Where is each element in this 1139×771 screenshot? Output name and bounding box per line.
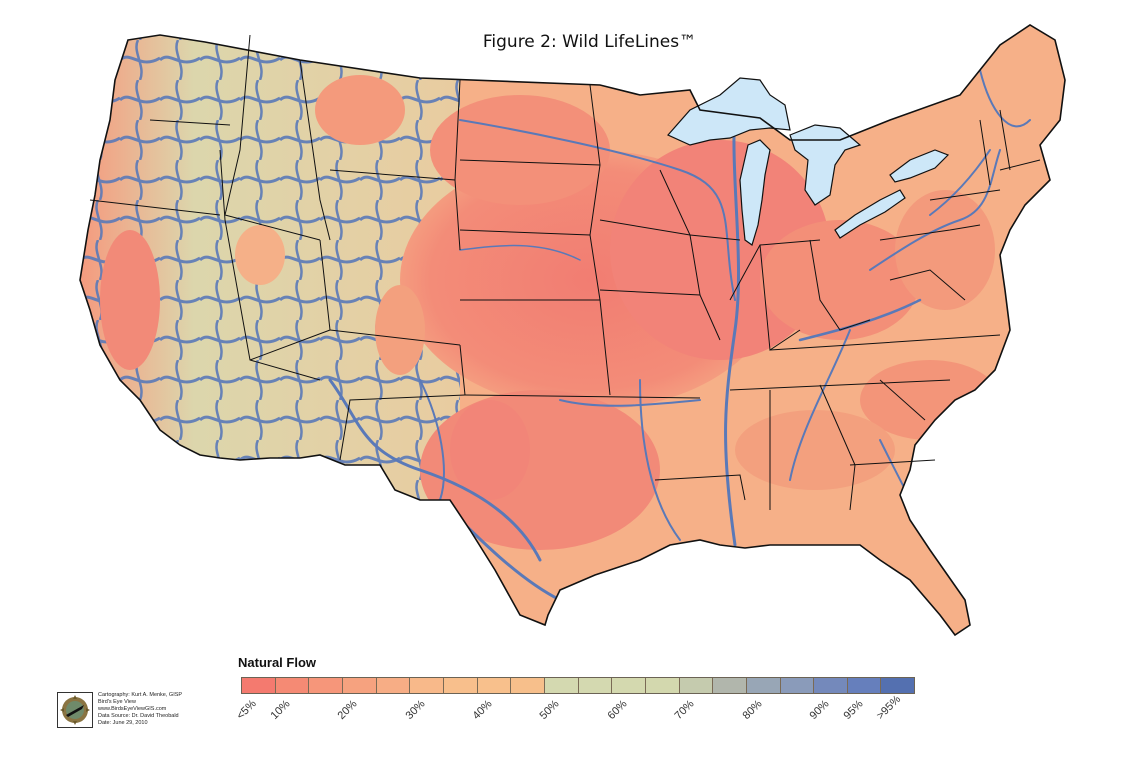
- legend-swatch: [713, 678, 747, 693]
- credit-website: www.BirdsEyeViewGIS.com: [98, 706, 167, 712]
- legend-swatch: [645, 678, 680, 693]
- legend-swatch: [477, 678, 512, 693]
- legend-swatch: [612, 678, 646, 693]
- state-borders: [89, 34, 1041, 511]
- credit-date: Date: June 29, 2010: [98, 720, 148, 726]
- legend-swatch: [410, 678, 444, 693]
- lake-erie: [834, 189, 906, 239]
- lake-ontario: [889, 149, 950, 183]
- legend-tick-label: <5%: [234, 697, 259, 722]
- legend-swatch: [814, 678, 848, 693]
- lake-superior: [667, 77, 791, 146]
- legend-swatch: [443, 678, 478, 693]
- legend-swatch: [679, 678, 714, 693]
- us-map: [79, 24, 1066, 636]
- legend-tick-label: 10%: [268, 697, 293, 722]
- great-lakes: [667, 77, 950, 246]
- legend-swatch: [780, 678, 815, 693]
- legend-tick-label: 40%: [470, 697, 495, 722]
- legend-swatch: [342, 678, 377, 693]
- legend-swatch: [847, 678, 882, 693]
- land-fill: [80, 25, 1065, 635]
- legend-swatch: [578, 678, 613, 693]
- lake-michigan: [739, 139, 771, 246]
- legend-swatch: [376, 678, 411, 693]
- legend-tick-label: >95%: [874, 693, 904, 722]
- legend-tick-label: 50%: [537, 697, 562, 722]
- legend-tick-label: 30%: [403, 697, 428, 722]
- legend-tick-label: 95%: [841, 697, 866, 722]
- figure-title: Figure 2: Wild LifeLines™: [482, 32, 697, 52]
- legend-swatch: [511, 678, 545, 693]
- legend-swatch: [544, 678, 579, 693]
- legend-swatch: [881, 678, 915, 693]
- legend-tick-labels: <5% 10% 20% 30% 40% 50% 60% 70% 80% 90% 95% >95%: [235, 693, 915, 738]
- legend-title: Natural Flow: [238, 655, 317, 670]
- legend-tick-label: 60%: [605, 697, 630, 722]
- credits-block: Cartography: Kurt A. Menke, GISP Bird's …: [57, 692, 182, 728]
- legend-tick-label: 80%: [740, 697, 765, 722]
- legend-tick-label: 70%: [672, 697, 697, 722]
- legend-swatch: [242, 678, 276, 693]
- map-canvas: [79, 24, 1066, 636]
- birds-eye-view-logo: [57, 692, 93, 728]
- legend-swatch: [746, 678, 781, 693]
- compass-bird-icon: [60, 695, 90, 725]
- legend-tick-label: 90%: [807, 697, 832, 722]
- legend-tick-label: 20%: [335, 697, 360, 722]
- credit-company: Bird's Eye View: [98, 699, 136, 705]
- legend-color-bar: [241, 677, 915, 694]
- credit-cartography: Cartography: Kurt A. Menke, GISP: [98, 692, 183, 698]
- credit-data-source: Data Source: Dr. David Theobald: [98, 713, 179, 719]
- lake-huron: [789, 124, 862, 206]
- legend-swatch: [275, 678, 310, 693]
- legend-swatch: [309, 678, 343, 693]
